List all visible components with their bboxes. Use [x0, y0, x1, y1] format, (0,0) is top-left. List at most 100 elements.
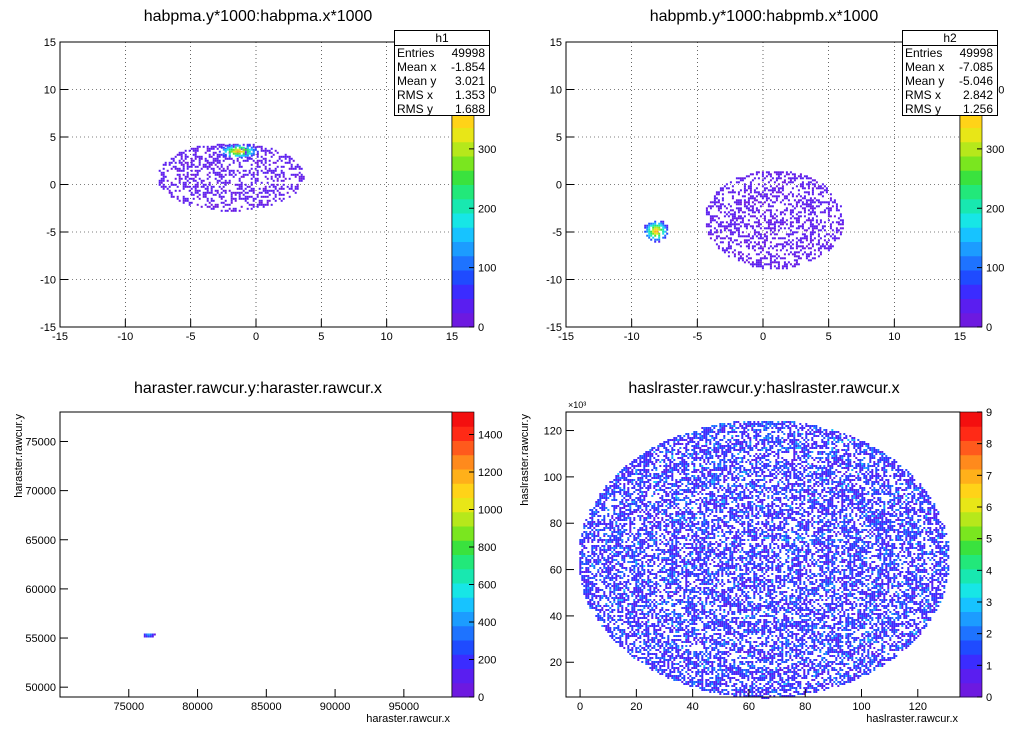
- data-cell: [673, 533, 676, 535]
- data-cell: [687, 473, 690, 475]
- data-cell: [641, 523, 644, 525]
- data-cell: [719, 205, 722, 208]
- data-cell: [679, 499, 682, 501]
- data-cell: [591, 557, 594, 559]
- data-cell: [248, 144, 251, 147]
- data-cell: [675, 539, 678, 541]
- data-cell: [775, 177, 778, 180]
- data-cell: [631, 613, 634, 615]
- data-cell: [641, 631, 644, 633]
- data-cell: [687, 543, 690, 545]
- data-cell: [254, 148, 257, 151]
- data-cell: [663, 525, 666, 527]
- data-cell: [811, 257, 814, 260]
- data-cell: [250, 195, 253, 198]
- data-cell: [813, 207, 816, 210]
- data-cell: [663, 553, 666, 555]
- data-cell: [793, 173, 796, 176]
- data-cell: [675, 503, 678, 505]
- data-cell: [294, 173, 297, 176]
- data-cell: [737, 243, 740, 246]
- data-cell: [143, 633, 146, 636]
- data-cell: [613, 585, 616, 587]
- data-cell: [725, 183, 728, 186]
- data-cell: [657, 475, 660, 477]
- data-cell: [597, 515, 600, 517]
- data-cell: [675, 519, 678, 521]
- data-cell: [765, 209, 768, 212]
- data-cell: [631, 549, 634, 551]
- data-cell: [605, 551, 608, 553]
- data-cell: [677, 551, 680, 553]
- data-cell: [671, 495, 674, 497]
- data-cell: [667, 487, 670, 489]
- data-cell: [611, 591, 614, 593]
- data-cell: [765, 231, 768, 234]
- data-cell: [677, 677, 680, 679]
- data-cell: [657, 621, 660, 623]
- data-cell: [683, 455, 686, 457]
- data-cell: [743, 199, 746, 202]
- data-cell: [226, 167, 229, 170]
- data-cell: [671, 567, 674, 569]
- data-cell: [194, 149, 197, 152]
- data-cell: [605, 499, 608, 501]
- data-cell: [656, 238, 659, 241]
- data-cell: [797, 215, 800, 218]
- data-cell: [649, 453, 652, 455]
- data-cell: [751, 173, 754, 176]
- data-cell: [603, 529, 606, 531]
- data-cell: [823, 209, 826, 212]
- data-cell: [619, 643, 622, 645]
- data-cell: [675, 561, 678, 563]
- data-cell: [268, 151, 271, 154]
- data-cell: [653, 587, 656, 589]
- data-cell: [635, 489, 638, 491]
- data-cell: [673, 443, 676, 445]
- y-tick-label: 15: [550, 37, 562, 49]
- data-cell: [667, 443, 670, 445]
- data-cell: [238, 152, 241, 155]
- data-cell: [663, 665, 666, 667]
- data-cell: [635, 537, 638, 539]
- data-cell: [683, 459, 686, 461]
- data-cell: [603, 549, 606, 551]
- data-cell: [741, 231, 744, 234]
- data-cell: [611, 605, 614, 607]
- data-cell: [785, 219, 788, 222]
- data-cell: [671, 639, 674, 641]
- data-cell: [665, 551, 668, 553]
- data-cell: [280, 165, 283, 168]
- data-cell: [789, 203, 792, 206]
- data-cell: [647, 655, 650, 657]
- data-cell: [585, 519, 588, 521]
- data-cell: [601, 493, 604, 495]
- plot1-title: habpma.y*1000:habpma.x*1000: [143, 8, 373, 25]
- data-cell: [715, 201, 718, 204]
- data-cell: [274, 149, 277, 152]
- palette-swatch: [960, 156, 982, 171]
- data-cell: [611, 569, 614, 571]
- data-cell: [687, 655, 690, 657]
- data-cell: [733, 215, 736, 218]
- data-cell: [639, 533, 642, 535]
- data-cell: [661, 499, 664, 501]
- data-cell: [675, 481, 678, 483]
- data-cell: [639, 637, 642, 639]
- y-tick-label: -5: [46, 227, 56, 239]
- data-cell: [250, 177, 253, 180]
- data-cell: [675, 443, 678, 445]
- data-cell: [216, 189, 219, 192]
- data-cell: [615, 485, 618, 487]
- data-cell: [765, 251, 768, 254]
- data-cell: [671, 649, 674, 651]
- data-cell: [719, 203, 722, 206]
- data-cell: [645, 471, 648, 473]
- data-cell: [615, 585, 618, 587]
- data-cell: [773, 229, 776, 232]
- data-cell: [809, 233, 812, 236]
- data-cell: [633, 461, 636, 463]
- data-cell: [603, 507, 606, 509]
- data-cell: [635, 459, 638, 461]
- data-cell: [186, 197, 189, 200]
